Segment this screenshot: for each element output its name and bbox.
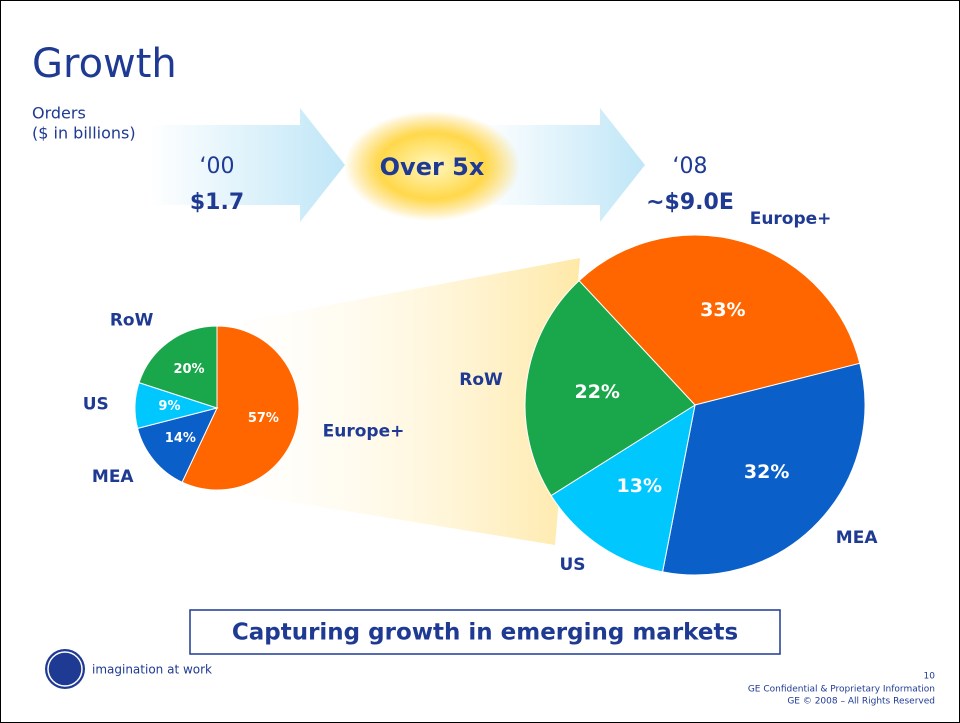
copyright: GE © 2008 – All Rights Reserved xyxy=(787,697,935,707)
callout: Capturing growth in emerging markets xyxy=(232,620,738,646)
value-label: 14% xyxy=(165,431,196,446)
logo xyxy=(45,649,85,689)
category-label: Europe+ xyxy=(323,422,405,442)
pie-slice xyxy=(181,325,300,491)
arrow xyxy=(150,108,345,222)
category-label: US xyxy=(83,395,109,415)
category-label: MEA xyxy=(836,528,879,548)
value-label: 20% xyxy=(173,362,204,377)
category-label: US xyxy=(559,555,585,575)
value-label: 13% xyxy=(617,475,662,497)
category-label: MEA xyxy=(92,467,135,487)
logo-ring xyxy=(47,651,83,687)
slogan: imagination at work xyxy=(92,663,212,677)
funnel xyxy=(217,258,580,545)
value-label: 57% xyxy=(248,411,279,426)
arrow xyxy=(480,108,645,222)
callout-box xyxy=(189,609,781,655)
category-label: RoW xyxy=(459,370,503,390)
pie-slice xyxy=(550,403,696,573)
growth-label: Over 5x xyxy=(380,153,485,181)
category-label: Europe+ xyxy=(750,209,832,229)
category-label: RoW xyxy=(110,310,154,330)
pie-slice xyxy=(136,407,218,483)
slide-title: Growth xyxy=(32,41,177,87)
value-label: 22% xyxy=(574,381,619,403)
subtitle: Orders xyxy=(32,104,86,123)
pie-total: $1.7 xyxy=(190,190,244,215)
value-label: 33% xyxy=(700,299,745,321)
value-label: 32% xyxy=(744,461,789,483)
units: ($ in billions) xyxy=(32,124,136,143)
page-number: 10 xyxy=(924,672,936,682)
pie-slice xyxy=(138,325,218,409)
pie-slice xyxy=(661,362,866,576)
pie-total: ~$9.0E xyxy=(646,190,734,215)
pie-year: ‘00 xyxy=(200,154,235,179)
pie-year: ‘08 xyxy=(673,154,708,179)
confidential: GE Confidential & Proprietary Informatio… xyxy=(748,685,935,695)
pie-slice xyxy=(578,234,861,406)
pie-slice xyxy=(524,279,696,497)
value-label: 9% xyxy=(158,399,180,414)
burst xyxy=(344,111,520,221)
